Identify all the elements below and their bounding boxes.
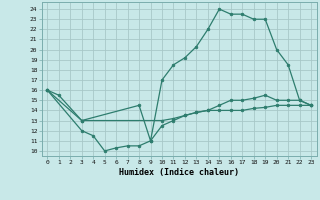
X-axis label: Humidex (Indice chaleur): Humidex (Indice chaleur) (119, 168, 239, 177)
